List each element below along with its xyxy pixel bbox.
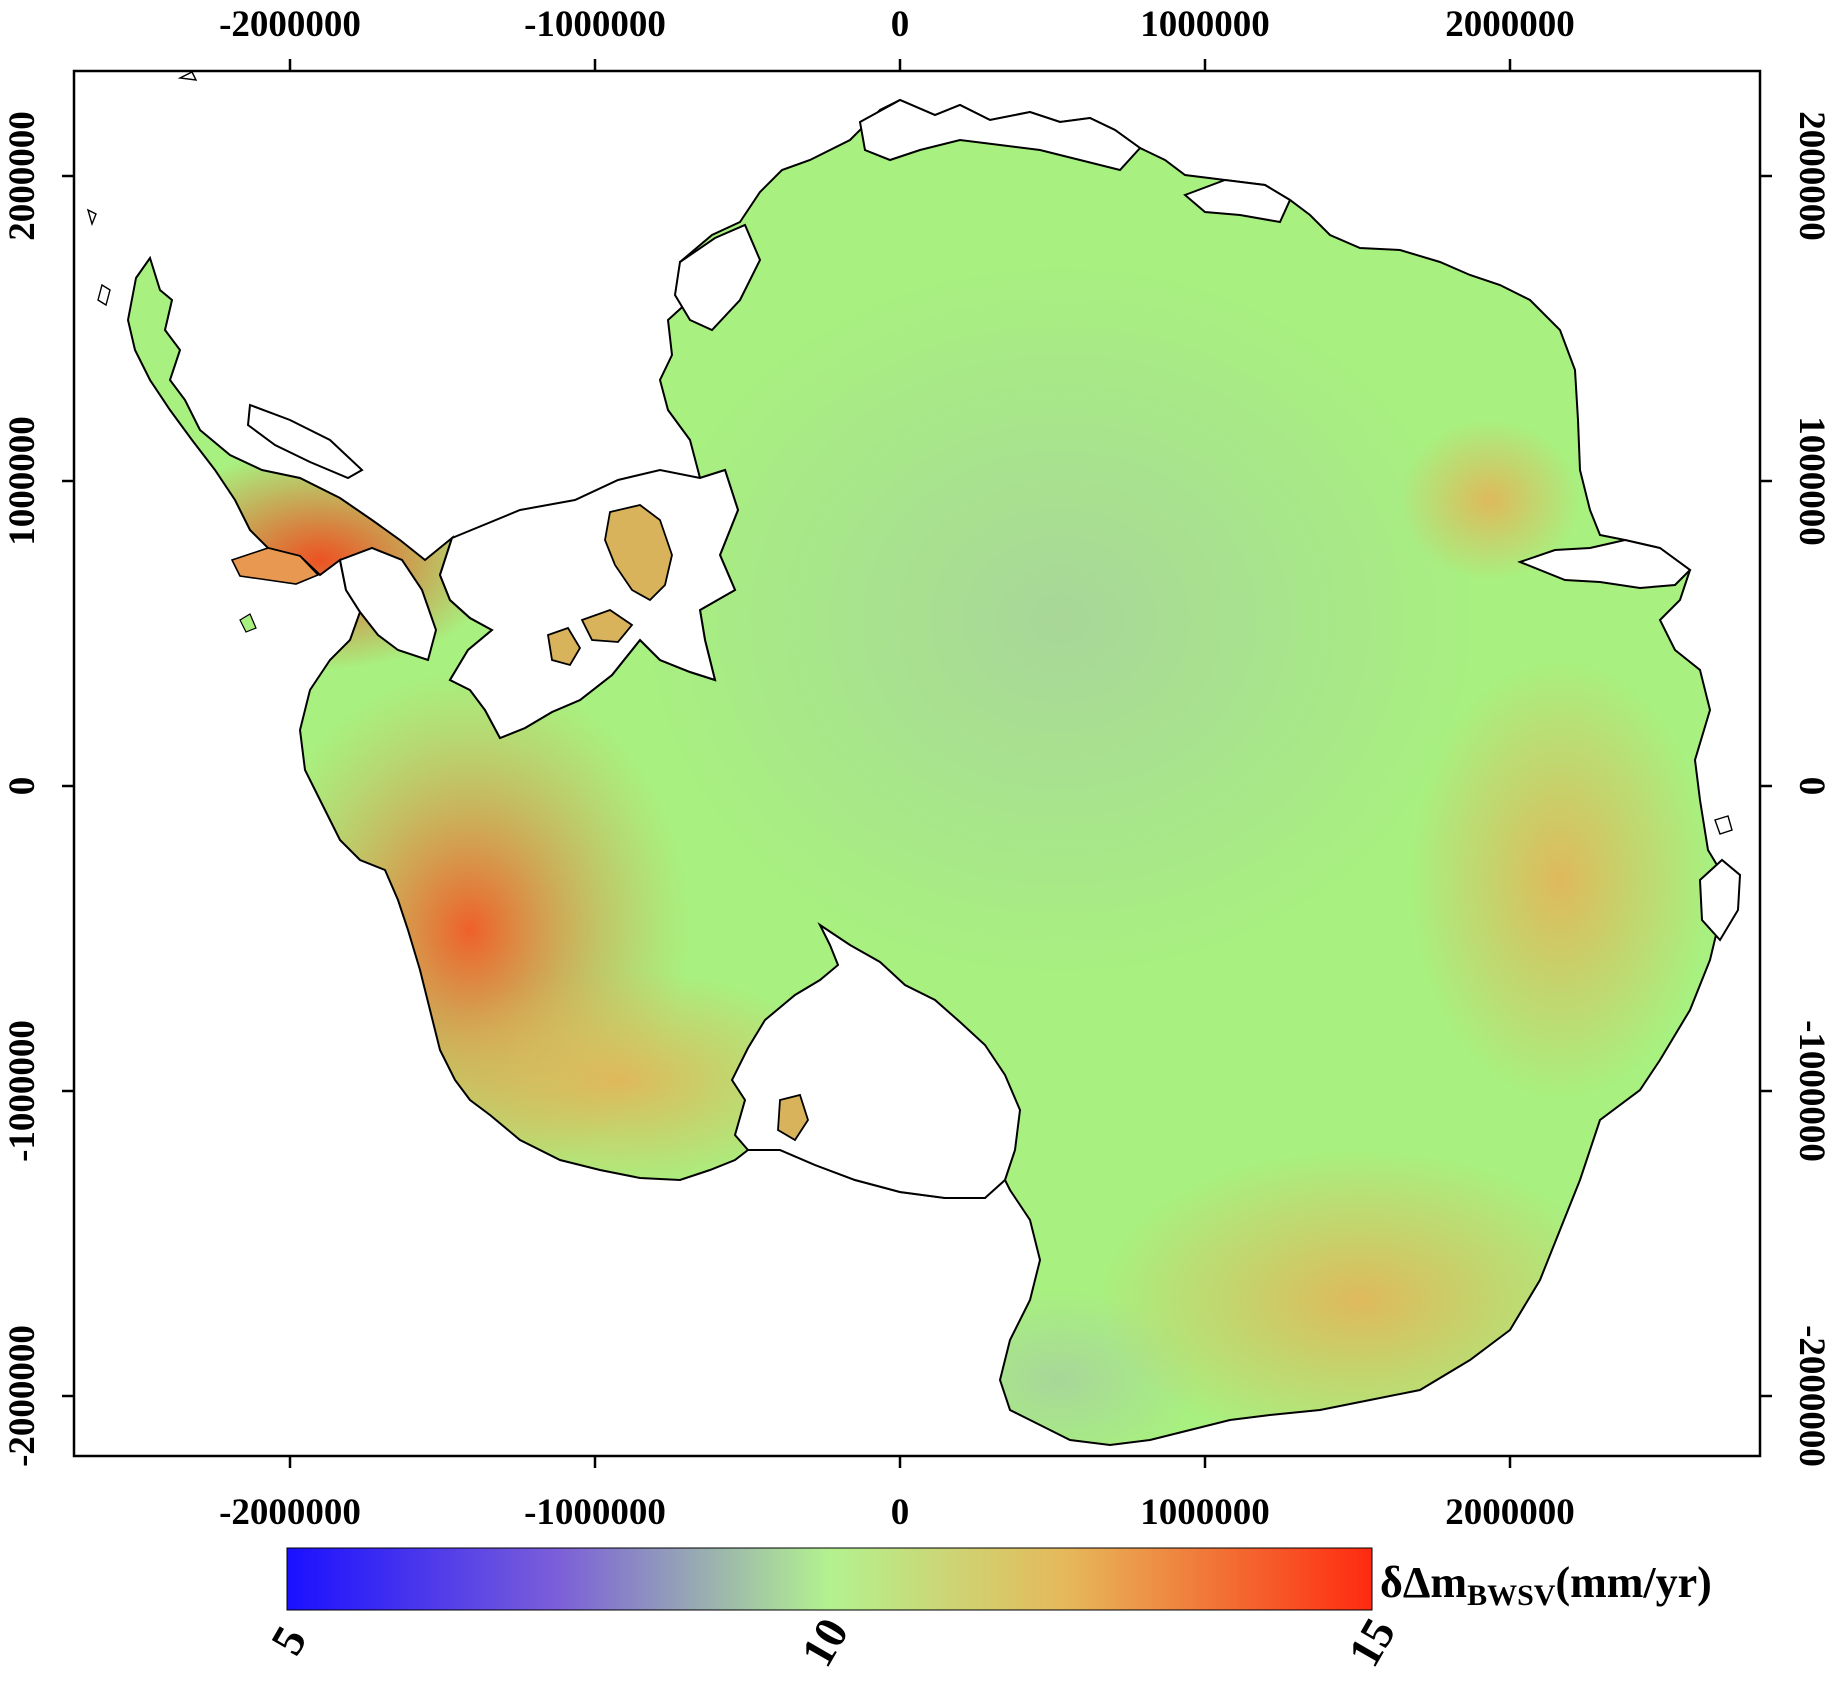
left-tick-label: 0: [2, 777, 43, 796]
warm-wilkes: [1100, 1150, 1620, 1445]
colorbar-label-max: 15: [1338, 1610, 1405, 1675]
colorbar-title: δΔmBWSV(mm/yr): [1380, 1558, 1712, 1612]
right-tick-label: 2000000: [1791, 111, 1832, 241]
bottom-axis-labels: -2000000 -1000000 0 1000000 2000000: [219, 1492, 1575, 1533]
axis-ticks: [62, 59, 1772, 1468]
east-shelf-1: [1183, 178, 1292, 224]
bottom-tick-label: -1000000: [524, 1492, 666, 1533]
top-tick-label: -1000000: [524, 4, 666, 45]
left-tick-label: -2000000: [2, 1325, 43, 1467]
colorbar-title-main: δΔm: [1380, 1558, 1467, 1607]
colorbar: δΔmBWSV(mm/yr) 5 10 15: [261, 1547, 1712, 1675]
colorbar-gradient: [286, 1547, 1373, 1611]
colorbar-label-mid: 10: [791, 1610, 858, 1675]
colorbar-title-unit: (mm/yr): [1555, 1558, 1711, 1607]
warm-amery: [1400, 420, 1580, 580]
berkner-island: [604, 504, 673, 602]
henry-rise: [546, 626, 582, 667]
left-tick-label: 2000000: [2, 111, 43, 241]
cool-interior: [640, 260, 1480, 980]
top-tick-label: 0: [891, 4, 910, 45]
colorbar-label-min: 5: [261, 1618, 317, 1663]
larsen-ice-shelf: [338, 546, 438, 662]
right-tick-label: -2000000: [1791, 1325, 1832, 1467]
warm-east-coast: [1410, 660, 1710, 1100]
peninsula-islands: [86, 71, 1733, 835]
top-axis-labels: -2000000 -1000000 0 1000000 2000000: [219, 4, 1575, 45]
amery-ice-shelf: [1517, 538, 1692, 590]
left-tick-label: -1000000: [2, 1020, 43, 1162]
east-shelf-2: [1698, 858, 1742, 942]
colorbar-title-sub: BWSV: [1467, 1579, 1556, 1612]
top-tick-label: 2000000: [1445, 4, 1575, 45]
bottom-tick-label: 2000000: [1445, 1492, 1575, 1533]
top-tick-label: -2000000: [219, 4, 361, 45]
bottom-tick-label: -2000000: [219, 1492, 361, 1533]
top-tick-label: 1000000: [1140, 4, 1270, 45]
left-tick-label: 1000000: [2, 416, 43, 546]
left-axis-labels: 2000000 1000000 0 -1000000 -2000000: [2, 111, 43, 1467]
korff-rise: [580, 608, 634, 643]
roosevelt-island: [777, 1093, 809, 1142]
ice-shelves: [246, 98, 1742, 1199]
right-tick-label: 1000000: [1791, 416, 1832, 546]
bottom-tick-label: 0: [891, 1492, 910, 1533]
bottom-tick-label: 1000000: [1140, 1492, 1270, 1533]
ross-ice-shelf: [730, 922, 1022, 1199]
west-shelf-2: [673, 223, 762, 332]
ice-sheet: [126, 98, 1724, 1447]
plot-frame: [72, 69, 1762, 1458]
right-tick-label: 0: [1791, 777, 1832, 796]
george-vi-ice-shelf: [246, 403, 364, 480]
right-tick-label: -1000000: [1791, 1020, 1832, 1162]
fimbul-ice-shelf: [858, 98, 1142, 172]
right-axis-labels: 2000000 1000000 0 -1000000 -2000000: [1791, 111, 1832, 1467]
